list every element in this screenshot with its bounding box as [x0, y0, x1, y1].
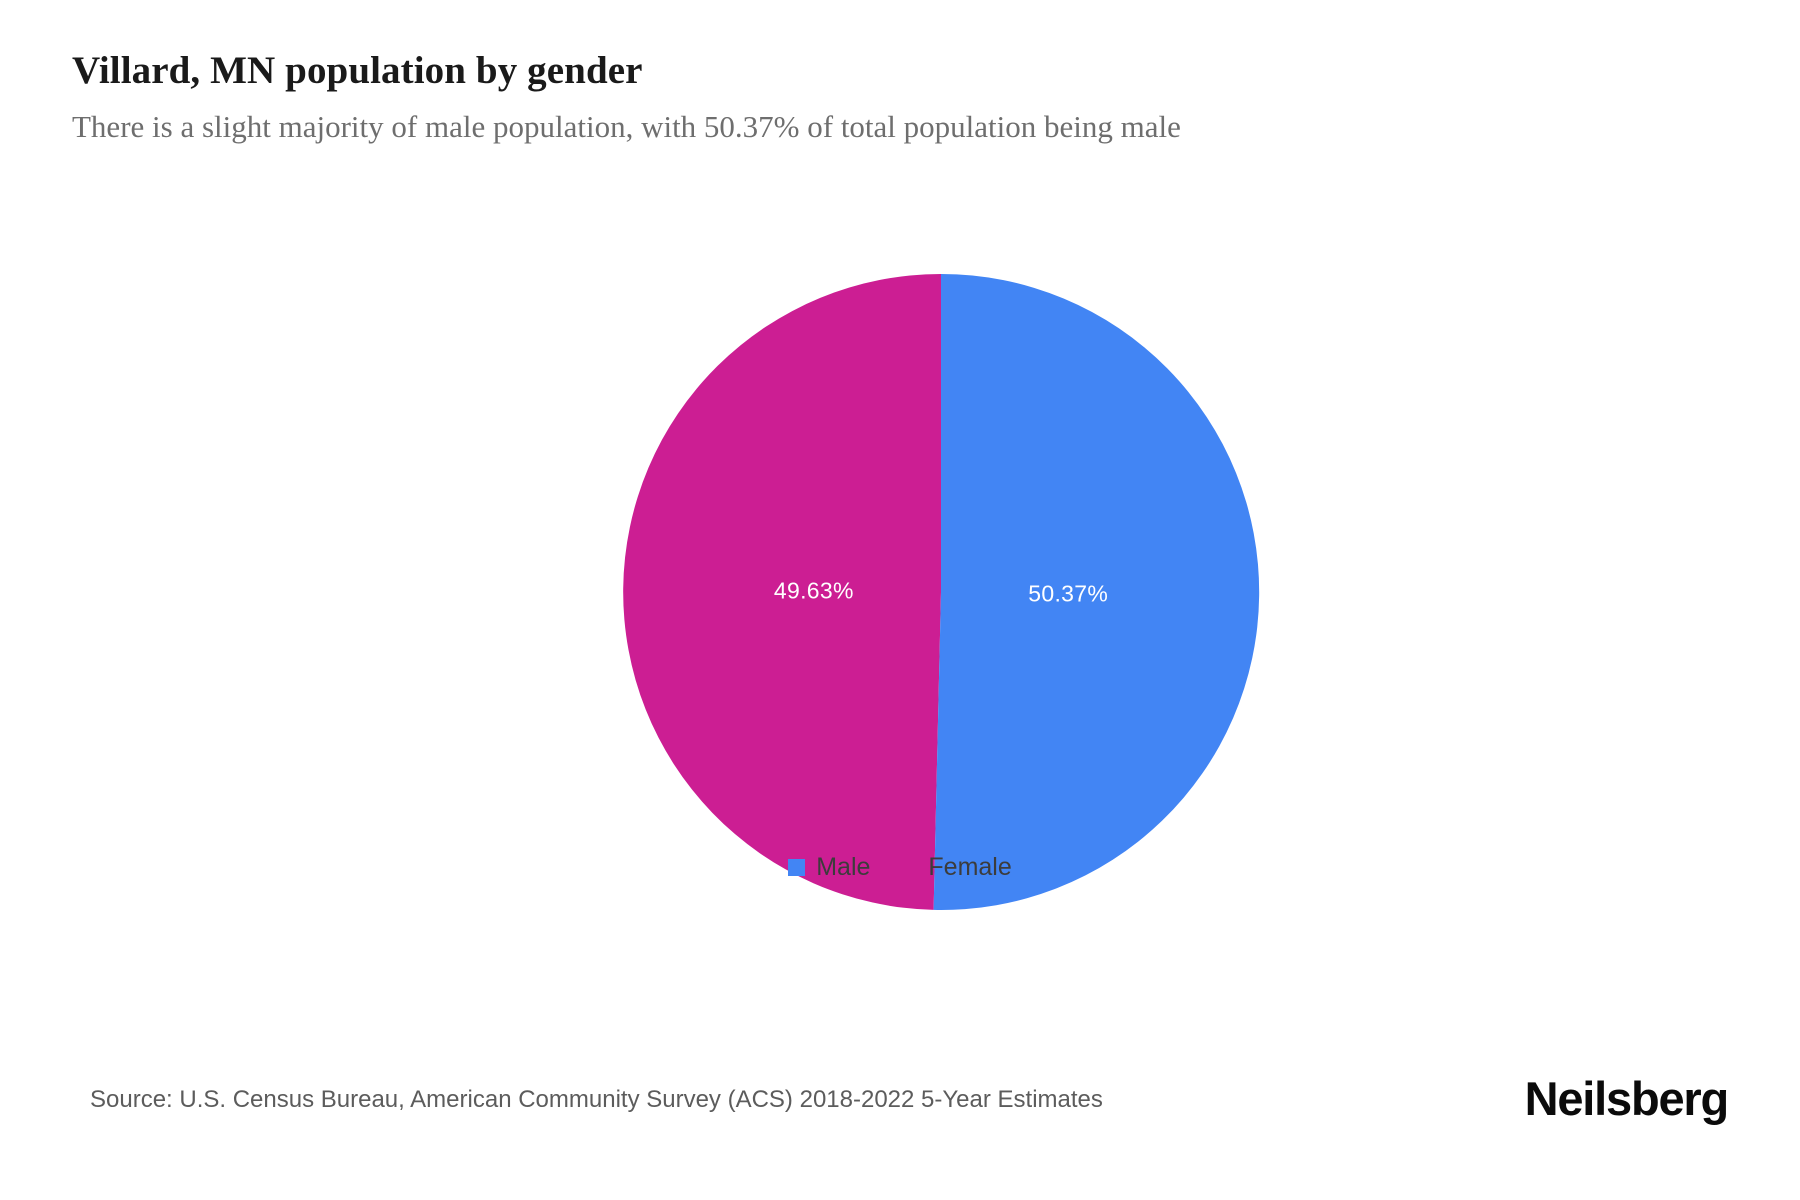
pie-slice-female[interactable] [623, 274, 941, 910]
pie-label-male: 50.37% [1028, 581, 1108, 607]
pie-label-female: 49.63% [774, 578, 854, 604]
legend-swatch-female-icon [900, 859, 918, 876]
pie-chart: 49.63% 50.37% [623, 273, 1260, 910]
brand-logo: Neilsberg [1524, 1072, 1730, 1125]
pie-slice-male[interactable] [933, 273, 1260, 910]
chart-header: Villard, MN population by gender There i… [72, 46, 1732, 148]
chart-legend: Male Female [0, 855, 1800, 880]
legend-item-male[interactable]: Male [788, 855, 870, 880]
legend-label-female: Female [928, 853, 1012, 881]
page-title: Villard, MN population by gender [72, 49, 643, 92]
legend-swatch-male-icon [788, 859, 806, 876]
chart-footer: Source: U.S. Census Bureau, American Com… [0, 1072, 1800, 1145]
pie-chart-svg: 49.63% 50.37% [623, 273, 1260, 910]
chart-subtitle: There is a slight majority of male popul… [72, 109, 1181, 144]
legend-item-female[interactable]: Female [900, 853, 1012, 881]
legend-label-male: Male [816, 853, 871, 881]
chart-plot-area: 49.63% 50.37% [0, 200, 1800, 940]
source-attribution: Source: U.S. Census Bureau, American Com… [90, 1086, 1103, 1113]
